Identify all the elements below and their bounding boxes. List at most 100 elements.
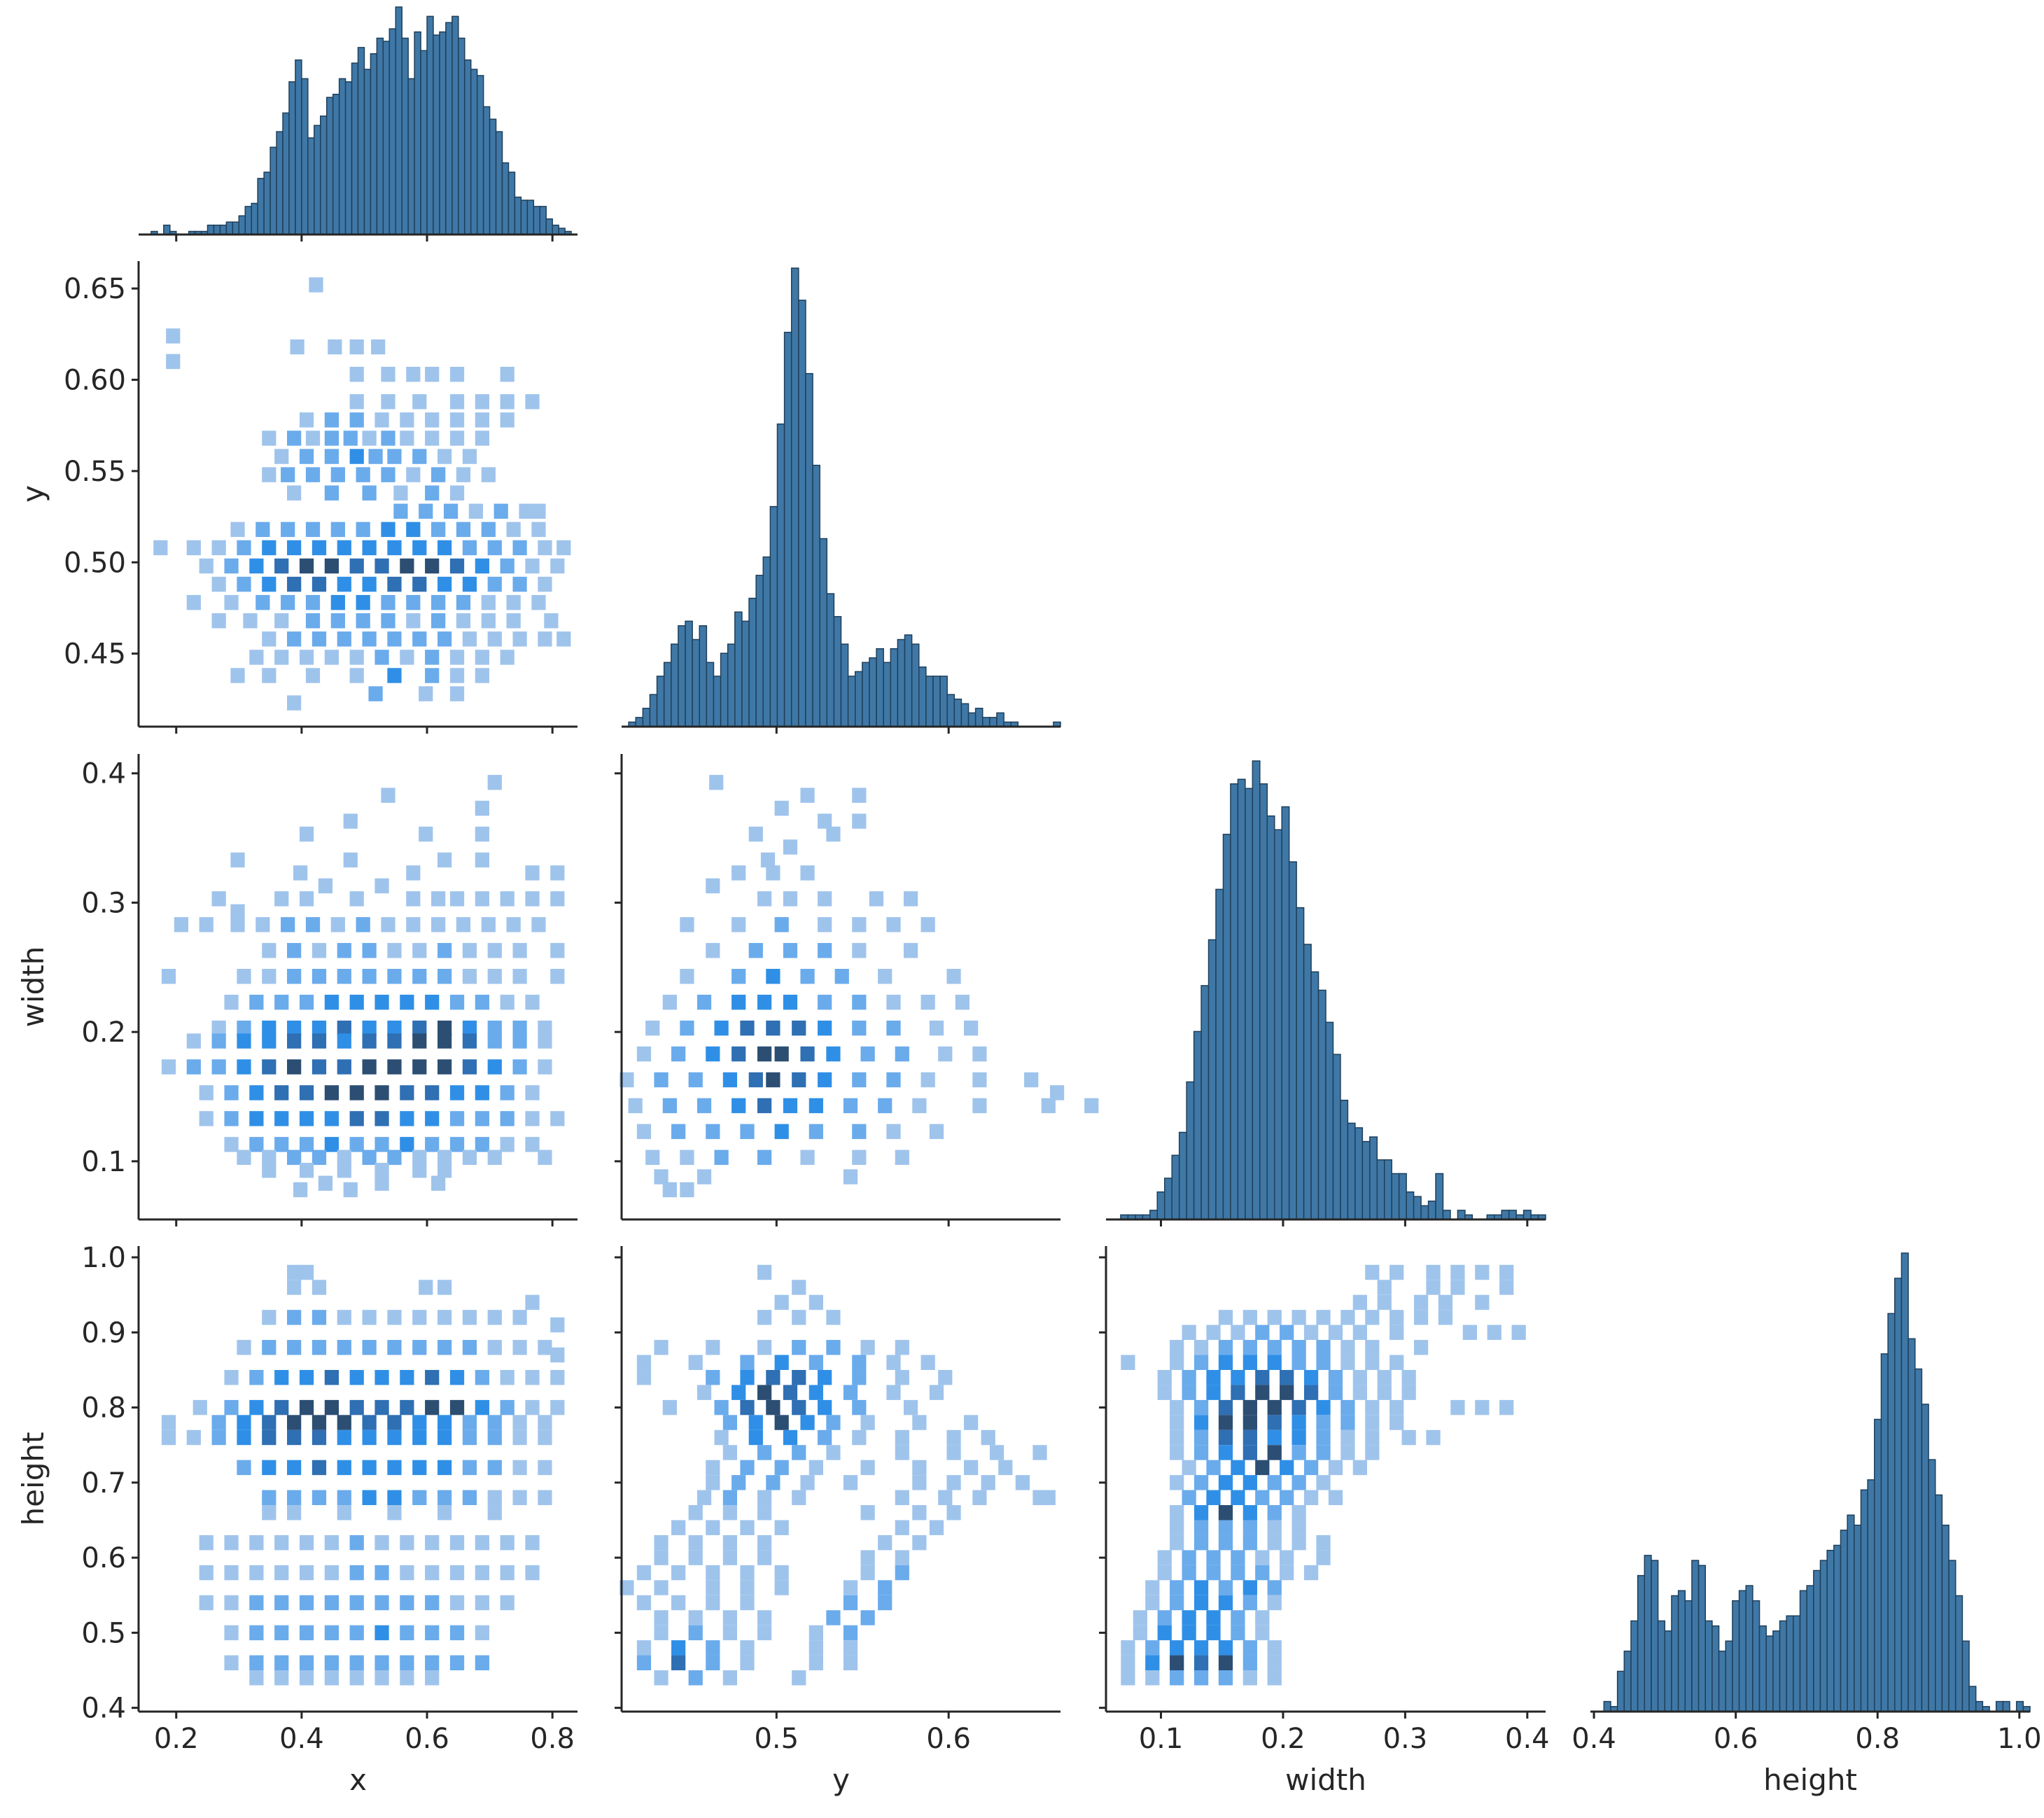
heatmap-cell [381, 431, 396, 446]
heatmap-cell [1170, 1534, 1184, 1551]
heatmap-cell [374, 1670, 389, 1686]
heatmap-cell [818, 917, 832, 932]
heatmap-cell [525, 865, 540, 881]
heatmap-cell [211, 613, 226, 629]
heatmap-cell [437, 852, 452, 868]
histogram-bar [1332, 1054, 1341, 1220]
histogram-bar [847, 676, 856, 727]
histogram-bar [918, 666, 927, 727]
heatmap-cell [437, 943, 452, 958]
heatmap-cell [1328, 1324, 1343, 1341]
heatmap-cell [981, 1475, 995, 1490]
heatmap-cell [706, 878, 720, 894]
heatmap-cell [500, 412, 514, 428]
heatmap-cell [843, 1385, 858, 1400]
heatmap-cell [299, 1534, 314, 1551]
heatmap-cell [374, 1534, 389, 1551]
heatmap-cell [1267, 1534, 1282, 1551]
heatmap-cell [437, 1415, 452, 1430]
histogram-bar [426, 15, 434, 235]
heatmap-cell [774, 1460, 789, 1476]
heatmap-cell [312, 631, 327, 647]
heatmap-cell [706, 1580, 720, 1595]
heatmap-cell [1242, 1415, 1257, 1430]
heatmap-cell [387, 576, 402, 592]
heatmap-cell [860, 1340, 875, 1355]
heatmap-cell [1170, 1655, 1184, 1671]
heatmap-cell [249, 1085, 264, 1100]
heatmap-cell [740, 1580, 755, 1595]
heatmap-cell [757, 1505, 772, 1520]
heatmap-cell [1292, 1355, 1306, 1370]
heatmap-cell [671, 1046, 686, 1062]
heatmap-cell [732, 865, 746, 881]
heatmap-cell [1292, 1399, 1306, 1415]
heatmap-cell [1267, 1445, 1282, 1460]
heatmap-cell [1316, 1534, 1331, 1551]
heatmap-cell [1340, 1340, 1355, 1355]
heatmap-cell [349, 1399, 364, 1415]
heatmap-cell [305, 522, 321, 538]
heatmap-cell [946, 1505, 961, 1520]
heatmap-cell [309, 277, 323, 293]
heatmap-cell [860, 1415, 875, 1430]
heatmap-cell [312, 943, 327, 958]
heatmap-cell [1206, 1550, 1221, 1565]
histogram-bar [533, 206, 541, 235]
heatmap-cell [740, 1520, 755, 1535]
heatmap-cell [654, 1580, 668, 1595]
heatmap-cell [550, 865, 565, 881]
histogram-bar [382, 41, 391, 235]
heatmap-cell [1280, 1565, 1294, 1581]
histogram-bar [263, 172, 271, 235]
heatmap-cell [757, 1445, 772, 1460]
heatmap-cell [800, 788, 815, 803]
heatmap-cell [1218, 1534, 1233, 1551]
heatmap-cell [1218, 1355, 1233, 1370]
heatmap-cell [538, 1059, 552, 1075]
heatmap-cell [1438, 1310, 1453, 1325]
heatmap-cell [462, 1149, 477, 1166]
heatmap-cell [274, 558, 289, 574]
heatmap-cell [636, 1655, 652, 1671]
heatmap-cell [1267, 1580, 1282, 1595]
heatmap-cell [337, 540, 351, 556]
heatmap-cell [1170, 1640, 1184, 1656]
x-tick-label: 0.6 [926, 1723, 971, 1755]
x-tick-label: 0.4 [1505, 1723, 1550, 1755]
heatmap-cell [349, 1655, 364, 1671]
heatmap-cell [425, 1111, 440, 1126]
heatmap-cell [230, 917, 245, 932]
heatmap-cell [387, 1020, 402, 1036]
x-tick-label: 0.4 [1572, 1723, 1616, 1755]
histogram-bar [1698, 1565, 1706, 1712]
heatmap-cell [274, 449, 289, 464]
heatmap-cell [654, 1169, 668, 1184]
heatmap-cell [406, 613, 421, 629]
heatmap-cell [274, 1369, 289, 1385]
x-axis-label: height [1763, 1763, 1857, 1797]
x-axis-label: y [832, 1763, 850, 1797]
heatmap-cell [412, 1429, 427, 1446]
heatmap-cell [556, 540, 571, 556]
heatmap-cell [920, 917, 935, 932]
heatmap-cell [680, 1020, 694, 1036]
heatmap-cell [852, 813, 867, 829]
heatmap-cell [456, 917, 471, 932]
heatmap-cell [972, 1098, 987, 1114]
heatmap-cell [462, 1310, 477, 1325]
heatmap-cell [400, 994, 414, 1010]
heatmap-cell [1303, 1490, 1319, 1506]
heatmap-cell [381, 788, 396, 803]
heatmap-cell [281, 522, 295, 538]
heatmap-cell [1182, 1625, 1196, 1641]
heatmap-cell [766, 1399, 780, 1415]
heatmap-cell [437, 449, 452, 464]
histogram-bar [1383, 1159, 1392, 1220]
heatmap-cell [852, 1369, 867, 1385]
heatmap-cell [1182, 1369, 1196, 1385]
heatmap-cell [305, 467, 321, 482]
heatmap-cell [400, 1534, 414, 1551]
heatmap-cell [1194, 1670, 1209, 1686]
heatmap-cell [1280, 1385, 1294, 1400]
